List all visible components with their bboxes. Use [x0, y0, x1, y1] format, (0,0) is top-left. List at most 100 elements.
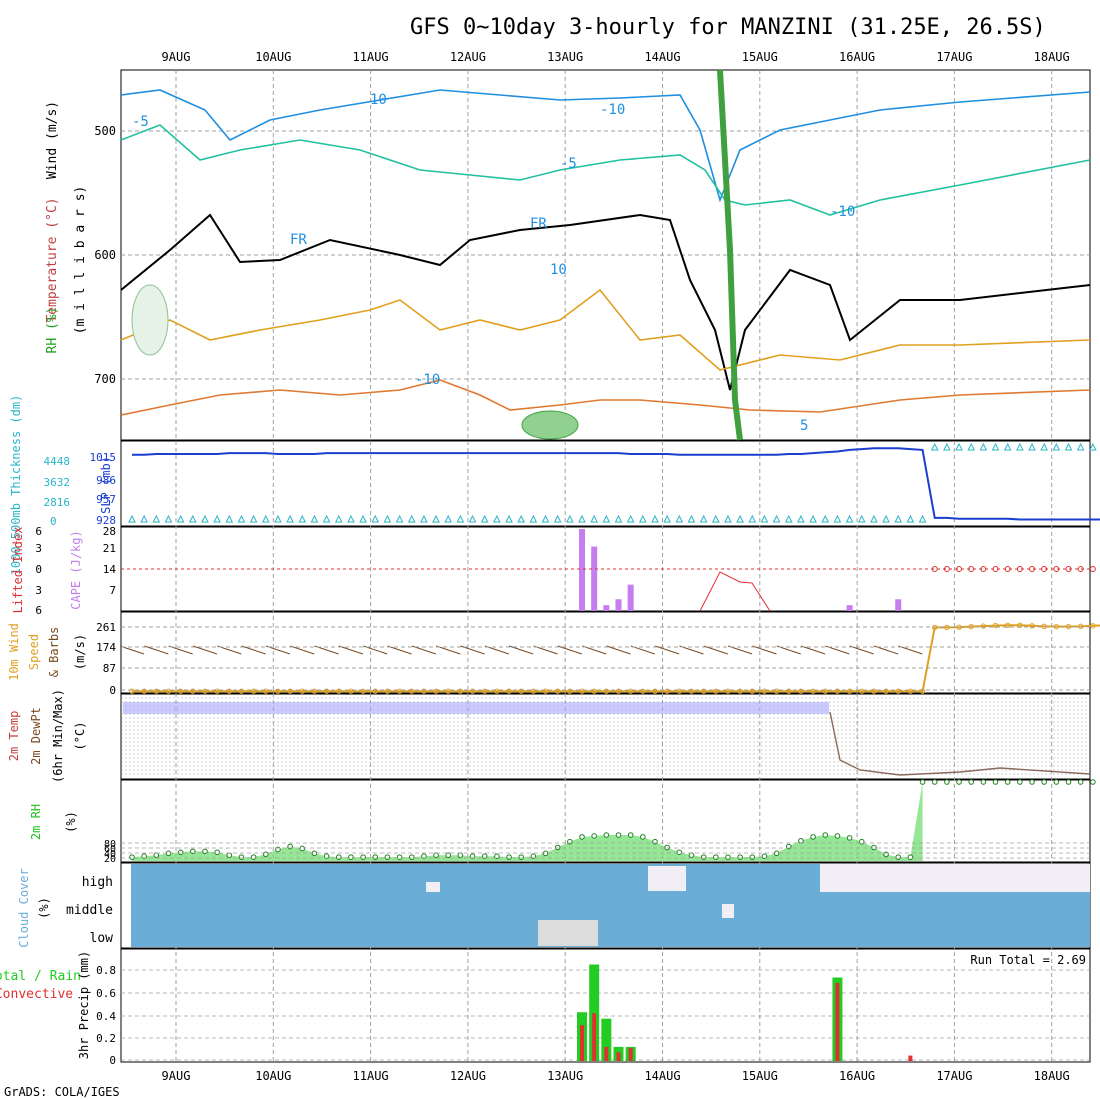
- thickness-tick-zero: 0: [50, 515, 57, 528]
- rh-point: [262, 851, 269, 858]
- label-upper-temperature: Temperature (°C): [45, 197, 60, 322]
- wind-speed-point: [700, 688, 707, 694]
- precip-tick: 0.4: [96, 1010, 116, 1023]
- wind-speed-point: [287, 688, 293, 694]
- rh-point: [372, 854, 379, 860]
- lifted-index-tick: 6: [35, 604, 42, 617]
- rh-point: [323, 853, 330, 859]
- wind-speed-point: [798, 688, 804, 694]
- rh-point: [798, 837, 804, 844]
- rh-point: [931, 779, 938, 785]
- wind-speed-point: [980, 623, 987, 629]
- date-label-bottom: 13AUG: [547, 1069, 583, 1083]
- wind-speed-point: [749, 688, 755, 694]
- label-lifted-index: Lifted Index: [11, 527, 25, 614]
- wind-barb: [800, 645, 826, 655]
- thickness-point: [687, 514, 696, 523]
- label-temp2m-b: 2m DewPt: [29, 707, 43, 765]
- rh-point: [226, 852, 233, 859]
- contour-label: -10: [600, 102, 625, 118]
- wind-speed-point: [421, 688, 427, 694]
- thickness-point: [590, 514, 598, 523]
- thickness-point: [870, 514, 878, 523]
- precip-total-bar: [601, 1018, 612, 1061]
- lifted-index-point: [1065, 566, 1072, 572]
- contour-label: 10: [370, 92, 387, 108]
- wind-speed-point: [530, 688, 537, 694]
- wind-speed-point: [360, 688, 366, 694]
- wind-tick: 0: [109, 684, 116, 697]
- cape-tick: 14: [103, 563, 117, 576]
- wind-speed-point: [859, 688, 865, 694]
- wind-speed-point: [919, 688, 926, 694]
- wind-speed-point: [664, 688, 670, 694]
- rh-point: [335, 854, 342, 860]
- rh-point: [190, 848, 196, 855]
- thickness-tick: 4448: [44, 455, 71, 468]
- date-label-bottom: 16AUG: [839, 1069, 875, 1083]
- rh-point: [494, 853, 500, 859]
- wind-speed-point: [822, 688, 828, 694]
- label-temp2m-a: 2m Temp: [7, 711, 21, 762]
- lifted-index-point: [943, 566, 950, 572]
- wind-speed-point: [299, 688, 305, 694]
- wind-speed-point: [567, 688, 573, 694]
- wind-speed-point: [1090, 623, 1096, 629]
- wind-speed-point: [1005, 622, 1011, 628]
- precip-total-bar: [589, 964, 600, 1061]
- wind-speed-point: [615, 688, 622, 694]
- wind-barb: [898, 645, 923, 655]
- isotherm-10-line: [120, 379, 1091, 416]
- rh-point: [579, 834, 585, 840]
- rh-point: [761, 853, 768, 859]
- lifted-index-point: [1089, 566, 1096, 572]
- thickness-point: [176, 514, 185, 523]
- thickness-point: [930, 442, 939, 451]
- label-rh2m-unit: (%): [64, 811, 78, 833]
- slp-tick: 957: [96, 493, 116, 506]
- temp-band: [123, 702, 829, 714]
- precip-run-total: Run Total = 2.69: [970, 953, 1086, 967]
- wind-speed-point: [165, 688, 172, 694]
- precip-tick: 0.6: [96, 987, 116, 1000]
- wind-speed-point: [372, 688, 378, 694]
- wind-barb: [606, 645, 631, 655]
- wind-speed-point: [554, 688, 561, 694]
- rh-point: [250, 854, 257, 860]
- cape-bar: [895, 599, 902, 611]
- wind-barb: [752, 645, 777, 655]
- thickness-point: [979, 442, 988, 451]
- label-wind10-unit: (m/s): [73, 634, 87, 670]
- precip-convective-bar: [616, 1052, 621, 1061]
- thickness-point: [249, 514, 258, 523]
- wind-speed-point: [883, 688, 889, 694]
- wind-speed-point: [627, 688, 634, 694]
- rh-point: [591, 833, 597, 839]
- wind-speed-point: [202, 688, 208, 694]
- rh-tick: 20: [104, 854, 116, 865]
- wind-speed-point: [384, 688, 391, 694]
- date-label-bottom: 10AUG: [255, 1069, 291, 1083]
- label-upper-millibars: (m i l l i b a r s): [73, 186, 88, 335]
- wind-barb: [849, 645, 874, 655]
- wind-speed-point: [895, 688, 901, 694]
- thickness-point: [541, 514, 550, 523]
- cape-tick: 21: [103, 542, 116, 555]
- footer-credit: GrADS: COLA/IGES: [4, 1085, 120, 1099]
- rh-point: [615, 832, 622, 838]
- thickness-point: [772, 514, 781, 523]
- rh-point: [603, 832, 610, 838]
- rh-point: [1004, 779, 1011, 785]
- label-cape: CAPE (J/kg): [69, 530, 83, 609]
- panel-temp2m: [120, 693, 1091, 780]
- rh-point: [384, 854, 391, 860]
- thickness-point: [444, 514, 453, 523]
- pressure-tick: 700: [94, 372, 116, 386]
- thickness-point: [359, 514, 367, 523]
- thickness-point: [699, 514, 708, 523]
- wind-barb: [144, 645, 169, 655]
- thickness-point: [711, 514, 720, 523]
- thickness-point: [261, 514, 270, 523]
- pressure-tick: 500: [94, 124, 116, 138]
- thickness-point: [736, 514, 744, 523]
